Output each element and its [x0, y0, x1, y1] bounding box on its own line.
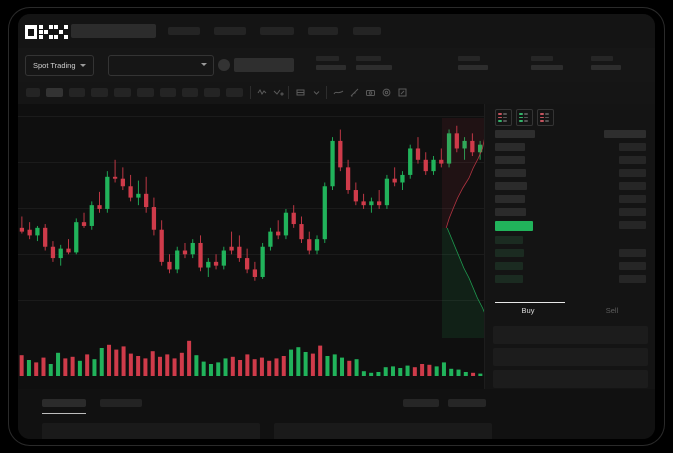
price-field[interactable]	[493, 326, 648, 344]
fullscreen-icon[interactable]	[396, 86, 409, 99]
stat-24h-volume	[591, 56, 621, 70]
bottom-box-right[interactable]	[274, 423, 492, 439]
bottom-action-2[interactable]	[448, 399, 486, 407]
depth-chart-overlay	[442, 118, 484, 338]
timeframe-button-5[interactable]	[114, 88, 131, 97]
candlestick-series	[19, 125, 483, 281]
pair-name-label	[234, 58, 294, 72]
tab-sell[interactable]: Sell	[581, 306, 643, 315]
chevron-down-icon[interactable]	[310, 86, 323, 99]
market-type-selector[interactable]: Spot Trading	[25, 55, 94, 76]
bottom-box-left[interactable]	[42, 423, 260, 439]
orderbook-ask-row[interactable]	[495, 195, 525, 203]
top-navigation-bar	[18, 14, 655, 48]
orderbook-bid-row[interactable]	[495, 262, 523, 270]
tab-sell-label: Sell	[605, 306, 619, 315]
orderbook-view-both-icon[interactable]	[495, 109, 512, 126]
timeframe-button-6[interactable]	[137, 88, 154, 97]
timeframe-button-7[interactable]	[160, 88, 176, 97]
orderbook-current-size[interactable]	[619, 221, 646, 229]
chart-toolbar	[18, 82, 655, 104]
price-chart-area[interactable]	[18, 104, 484, 389]
orderbook-ask-size[interactable]	[619, 182, 646, 190]
orderbook-ask-row[interactable]	[495, 156, 525, 164]
nav-item-4[interactable]	[308, 27, 338, 35]
tab-buy-label: Buy	[521, 306, 535, 315]
timeframe-button-4[interactable]	[91, 88, 108, 97]
chevron-down-icon	[201, 63, 207, 66]
market-subheader: Spot Trading	[18, 48, 655, 82]
timeframe-button-3[interactable]	[69, 88, 85, 97]
orderbook-ask-row[interactable]	[495, 208, 526, 216]
orderbook-ask-size[interactable]	[619, 195, 646, 203]
timeframe-button-8[interactable]	[182, 88, 198, 97]
indicator-icon[interactable]	[256, 86, 269, 99]
trade-form-tabs: Buy Sell	[493, 302, 648, 322]
orderbook-ask-size[interactable]	[619, 169, 646, 177]
okx-logo[interactable]	[25, 25, 68, 39]
stat-24h-high	[458, 56, 488, 70]
orderbook-view-asks-icon[interactable]	[537, 109, 554, 126]
orderbook-ask-size[interactable]	[619, 143, 646, 151]
orderbook-bid-row[interactable]	[495, 249, 524, 257]
orders-panel	[18, 389, 655, 439]
orderbook-header-right	[604, 130, 646, 138]
stat-24h-change	[356, 56, 392, 70]
drawing-ruler-icon[interactable]	[348, 86, 361, 99]
active-tab-underline	[42, 413, 86, 415]
orderbook-ask-row[interactable]	[495, 182, 527, 190]
nav-item-1[interactable]	[168, 27, 200, 35]
compare-icon[interactable]	[294, 86, 307, 99]
nav-item-5[interactable]	[353, 27, 381, 35]
orderbook-view-bids-icon[interactable]	[516, 109, 533, 126]
chevron-down-icon	[79, 64, 86, 67]
timeframe-button-2[interactable]	[46, 88, 63, 97]
bottom-tab-order-history[interactable]	[100, 399, 142, 407]
stat-last-price	[316, 56, 346, 70]
coin-logo-icon	[218, 59, 230, 71]
settings-gear-icon[interactable]	[380, 86, 393, 99]
orderbook-bid-row[interactable]	[495, 236, 523, 244]
amount-field[interactable]	[493, 348, 648, 366]
orderbook-bid-size[interactable]	[619, 275, 646, 283]
camera-icon[interactable]	[364, 86, 377, 99]
app-screen: Spot Trading	[18, 14, 655, 439]
volume-histogram	[19, 340, 483, 376]
market-type-label: Spot Trading	[33, 61, 76, 70]
orderbook-ask-size[interactable]	[619, 208, 646, 216]
line-chart-icon[interactable]	[332, 86, 345, 99]
total-field[interactable]	[493, 370, 648, 388]
stat-24h-low	[531, 56, 563, 70]
active-tab-underline	[495, 302, 565, 304]
timeframe-button-10[interactable]	[226, 88, 243, 97]
orderbook-ask-row[interactable]	[495, 143, 525, 151]
orderbook-bid-row[interactable]	[495, 275, 523, 283]
bottom-action-1[interactable]	[403, 399, 439, 407]
orderbook-ask-size[interactable]	[619, 156, 646, 164]
orderbook-bid-size[interactable]	[619, 249, 646, 257]
orderbook-bid-size[interactable]	[619, 262, 646, 270]
timeframe-button-1[interactable]	[26, 88, 40, 97]
bottom-tab-open-orders[interactable]	[42, 399, 86, 407]
nav-item-2[interactable]	[214, 27, 246, 35]
orderbook-rows[interactable]	[485, 130, 655, 302]
timeframe-button-9[interactable]	[204, 88, 220, 97]
nav-item-3[interactable]	[260, 27, 294, 35]
orderbook-ask-row[interactable]	[495, 169, 526, 177]
tab-buy[interactable]: Buy	[497, 306, 559, 315]
orderbook-header-left	[495, 130, 535, 138]
orderbook-trade-panel: Buy Sell	[484, 104, 655, 419]
search-input[interactable]	[71, 24, 156, 38]
pair-selector[interactable]	[108, 55, 214, 76]
orderbook-current-price-row[interactable]	[495, 221, 533, 231]
chart-type-icon[interactable]	[272, 86, 285, 99]
